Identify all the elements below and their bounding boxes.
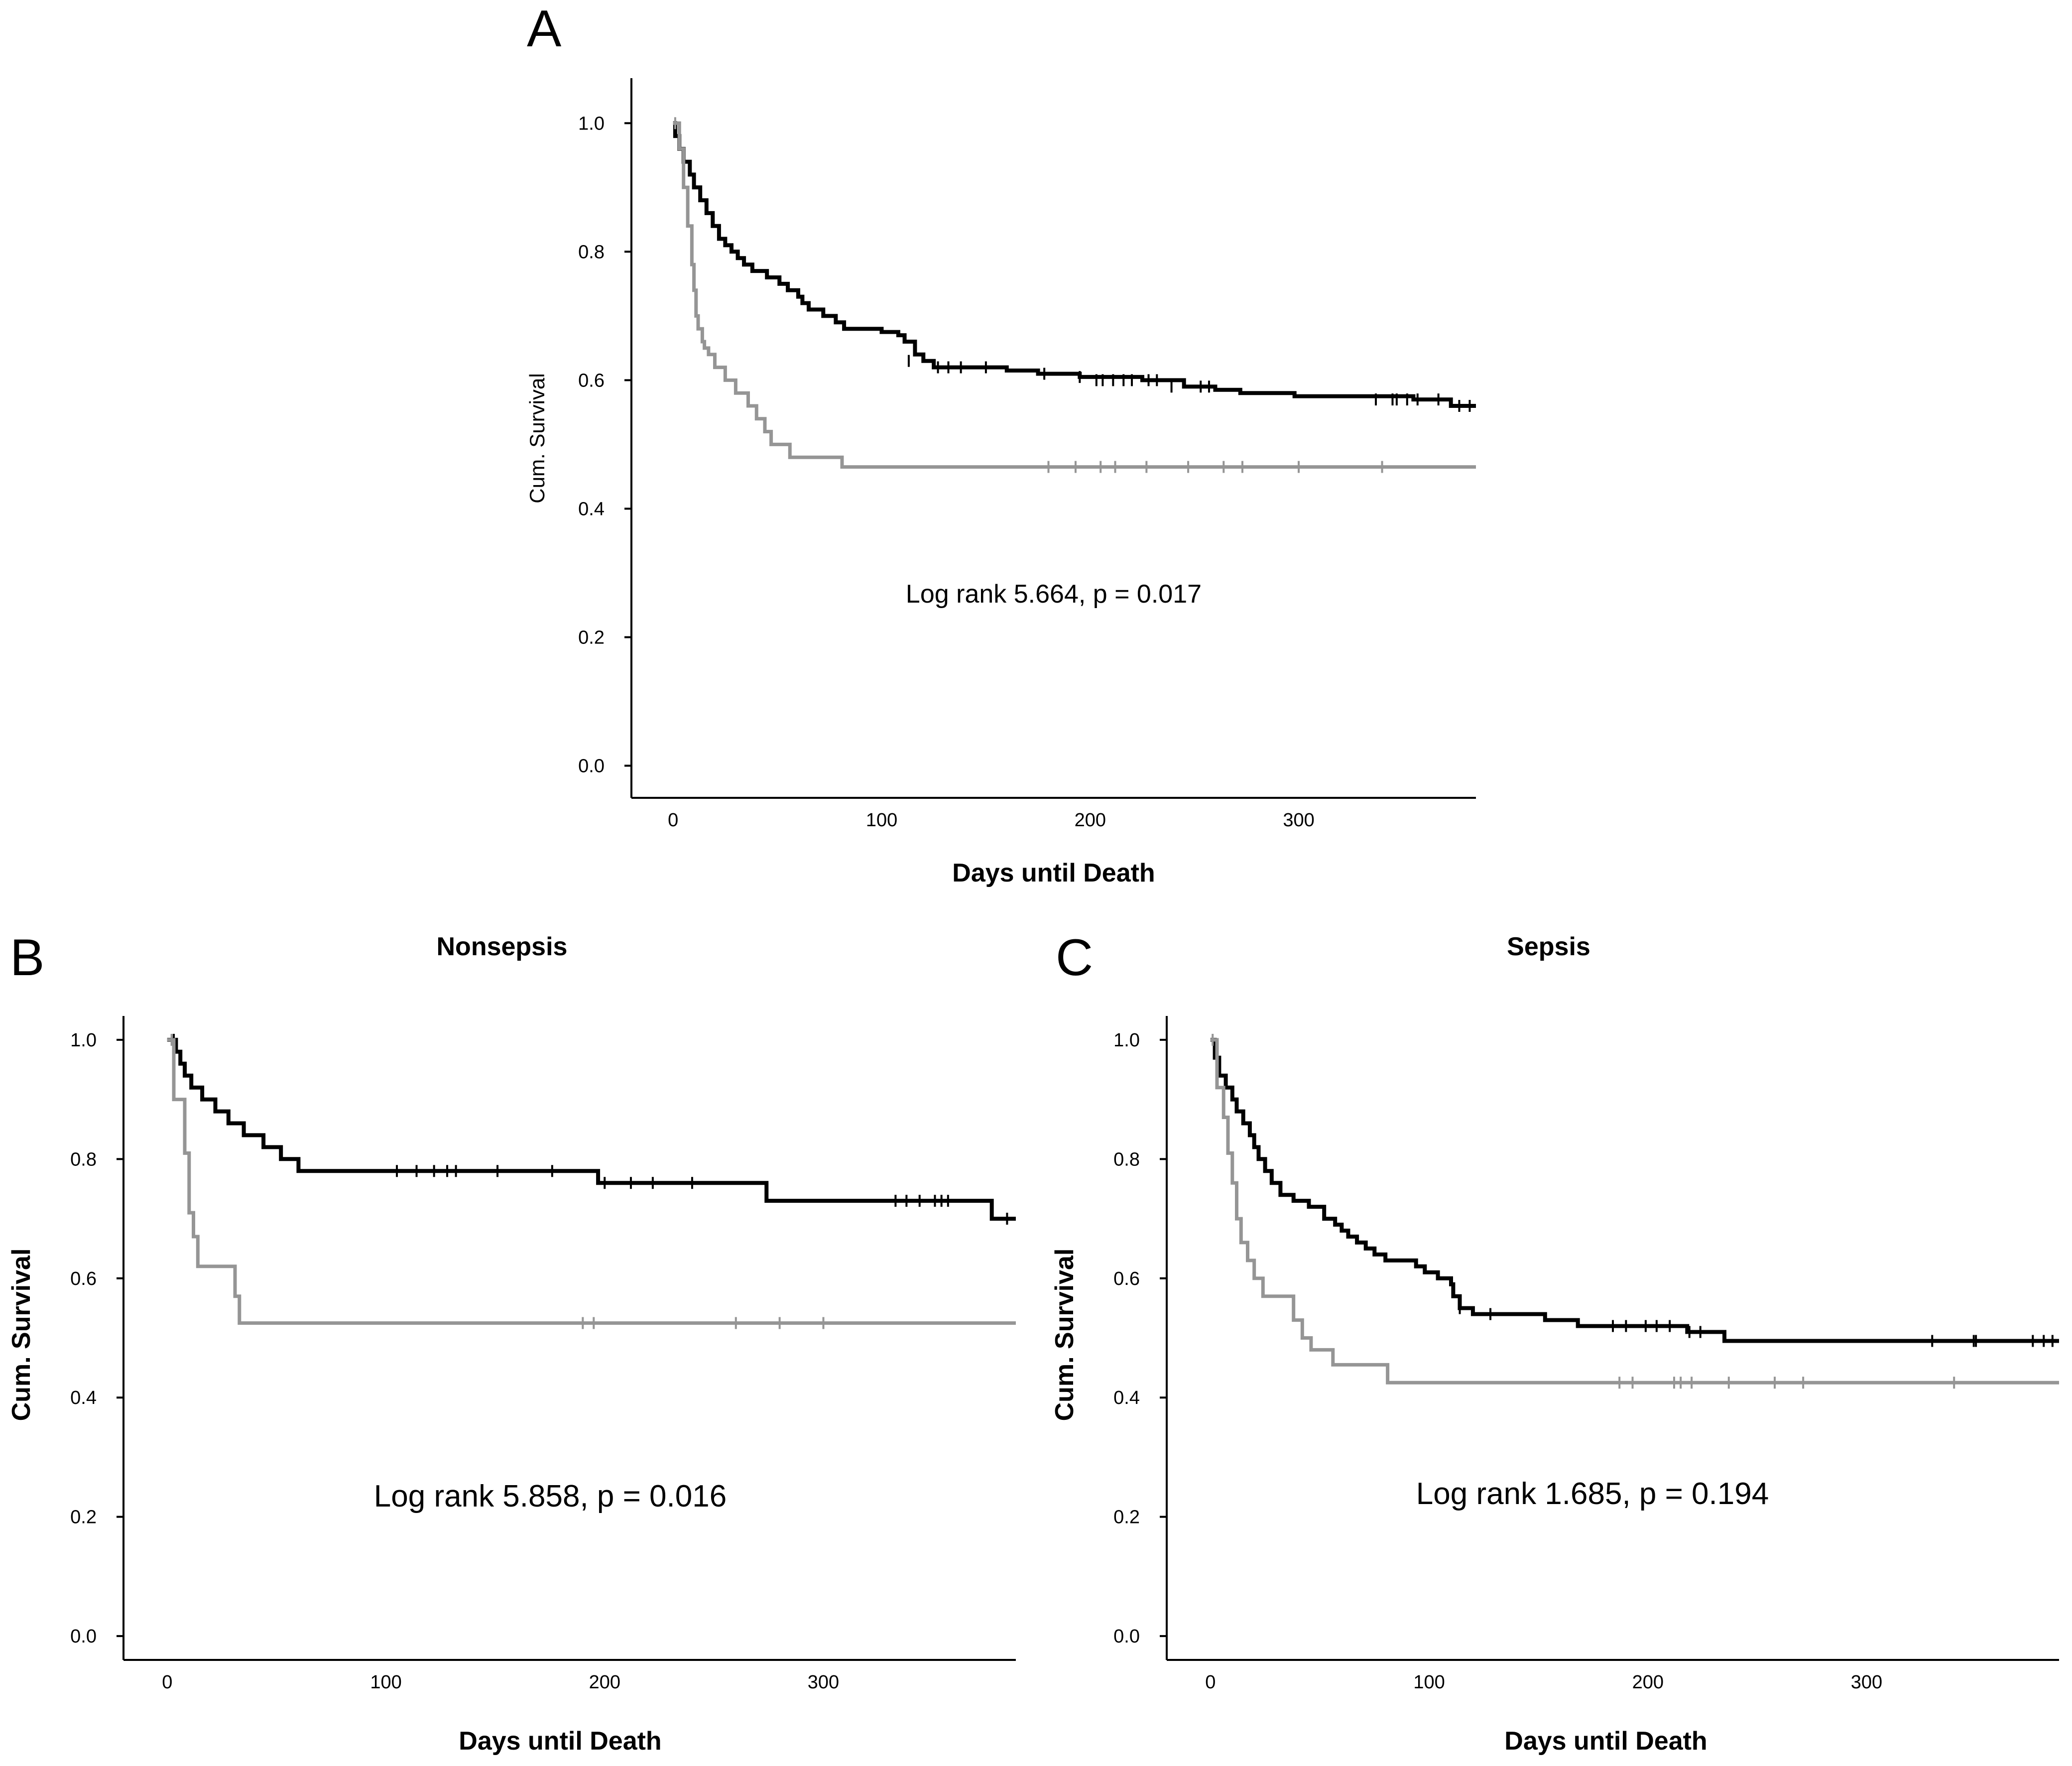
survival-curve-black bbox=[1210, 1037, 2059, 1343]
y-axis-label: Cum. Survival bbox=[7, 1249, 36, 1421]
y-tick-label: 0.4 bbox=[70, 1388, 97, 1408]
x-tick-label: 300 bbox=[1283, 810, 1314, 831]
x-tick-label: 300 bbox=[1851, 1672, 1882, 1693]
panel-title: Nonsepsis bbox=[437, 932, 568, 961]
survival-curve-gray bbox=[673, 121, 1476, 469]
y-tick-label: 0.6 bbox=[70, 1268, 97, 1289]
y-tick-label: 0.6 bbox=[578, 370, 605, 391]
series-black bbox=[1210, 1037, 2059, 1347]
y-tick-label: 1.0 bbox=[1113, 1030, 1140, 1051]
y-tick-label: 0.4 bbox=[1113, 1388, 1140, 1408]
series-gray bbox=[1210, 1033, 2059, 1389]
y-axis-label: Cum. Survival bbox=[1050, 1249, 1079, 1421]
x-tick-label: 200 bbox=[1075, 810, 1106, 831]
x-axis-label: Days until Death bbox=[459, 1727, 661, 1756]
y-tick-label: 0.2 bbox=[70, 1507, 97, 1528]
y-tick-label: 0.8 bbox=[1113, 1149, 1140, 1170]
x-axis-label: Days until Death bbox=[1504, 1727, 1707, 1756]
survival-curve-black bbox=[673, 121, 1476, 408]
panel-c: C Sepsis 0.0 0.2 0.4 0.6 0.8 1.0 0 100 200 300 Days … bbox=[1050, 929, 2059, 1756]
y-tick-label: 1.0 bbox=[578, 113, 605, 134]
series-black bbox=[673, 121, 1476, 412]
panel-b: B Nonsepsis 0.0 0.2 0.4 0.6 0.8 1.0 0 100 200 300 Da… bbox=[7, 929, 1016, 1756]
series-gray bbox=[673, 117, 1476, 473]
log-rank-annotation: Log rank 1.685, p = 0.194 bbox=[1416, 1477, 1769, 1511]
series-black bbox=[167, 1033, 1016, 1225]
panel-a: A 0.0 0.2 0.4 0.6 0.8 1.0 0 100 200 300 Days until … bbox=[525, 0, 1476, 887]
x-tick-label: 100 bbox=[1413, 1672, 1445, 1693]
y-tick-label: 0.0 bbox=[1113, 1626, 1140, 1647]
log-rank-annotation: Log rank 5.858, p = 0.016 bbox=[374, 1479, 727, 1514]
survival-curve-gray bbox=[1210, 1038, 2059, 1385]
x-axis-label: Days until Death bbox=[952, 859, 1155, 887]
series-gray bbox=[167, 1033, 1016, 1329]
x-tick-label: 0 bbox=[162, 1672, 172, 1693]
y-tick-label: 0.8 bbox=[578, 242, 605, 262]
x-tick-label: 200 bbox=[1632, 1672, 1664, 1693]
y-tick-label: 0.8 bbox=[70, 1149, 97, 1170]
panel-letter: C bbox=[1056, 929, 1093, 987]
log-rank-annotation: Log rank 5.664, p = 0.017 bbox=[906, 580, 1202, 609]
panel-letter: B bbox=[10, 929, 44, 987]
panel-letter: A bbox=[527, 0, 562, 58]
y-tick-label: 0.6 bbox=[1113, 1268, 1140, 1289]
x-tick-label: 0 bbox=[668, 810, 678, 831]
y-tick-label: 0.0 bbox=[578, 756, 605, 776]
x-tick-label: 300 bbox=[808, 1672, 839, 1693]
y-axis-label: Cum. Survival bbox=[525, 373, 549, 503]
x-tick-label: 100 bbox=[866, 810, 897, 831]
x-tick-label: 200 bbox=[589, 1672, 620, 1693]
y-tick-label: 0.2 bbox=[1113, 1507, 1140, 1528]
y-tick-label: 0.0 bbox=[70, 1626, 97, 1647]
panel-title: Sepsis bbox=[1507, 932, 1590, 961]
survival-curve-gray bbox=[167, 1038, 1016, 1325]
x-tick-label: 100 bbox=[370, 1672, 401, 1693]
survival-curve-black bbox=[167, 1037, 1016, 1221]
y-tick-label: 0.4 bbox=[578, 499, 605, 519]
y-tick-label: 0.2 bbox=[578, 627, 605, 648]
y-tick-label: 1.0 bbox=[70, 1030, 97, 1051]
x-tick-label: 0 bbox=[1205, 1672, 1216, 1693]
